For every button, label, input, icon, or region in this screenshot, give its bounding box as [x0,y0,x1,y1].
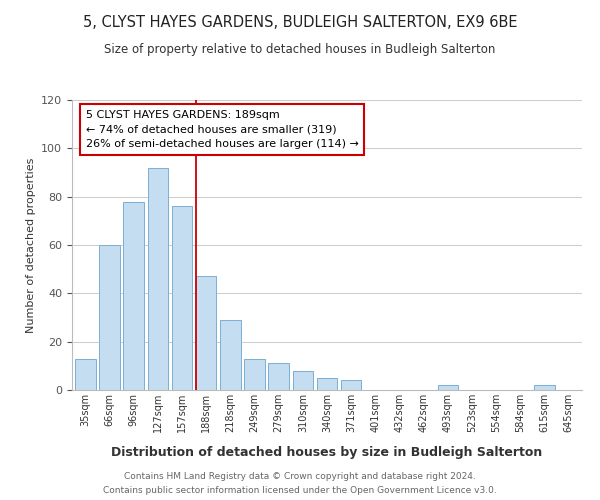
Bar [148,168,168,390]
Bar [244,358,265,390]
Text: Size of property relative to detached houses in Budleigh Salterton: Size of property relative to detached ho… [104,42,496,56]
Text: 5, CLYST HAYES GARDENS, BUDLEIGH SALTERTON, EX9 6BE: 5, CLYST HAYES GARDENS, BUDLEIGH SALTERT… [83,15,517,30]
Bar [437,385,458,390]
Y-axis label: Number of detached properties: Number of detached properties [26,158,35,332]
Bar [534,385,555,390]
Bar [124,202,144,390]
Bar [220,320,241,390]
Bar [341,380,361,390]
Bar [99,245,120,390]
X-axis label: Distribution of detached houses by size in Budleigh Salterton: Distribution of detached houses by size … [112,446,542,459]
Text: Contains public sector information licensed under the Open Government Licence v3: Contains public sector information licen… [103,486,497,495]
Text: 5 CLYST HAYES GARDENS: 189sqm
← 74% of detached houses are smaller (319)
26% of : 5 CLYST HAYES GARDENS: 189sqm ← 74% of d… [86,110,359,150]
Bar [317,378,337,390]
Bar [268,364,289,390]
Text: Contains HM Land Registry data © Crown copyright and database right 2024.: Contains HM Land Registry data © Crown c… [124,472,476,481]
Bar [75,358,95,390]
Bar [196,276,217,390]
Bar [293,370,313,390]
Bar [172,206,192,390]
